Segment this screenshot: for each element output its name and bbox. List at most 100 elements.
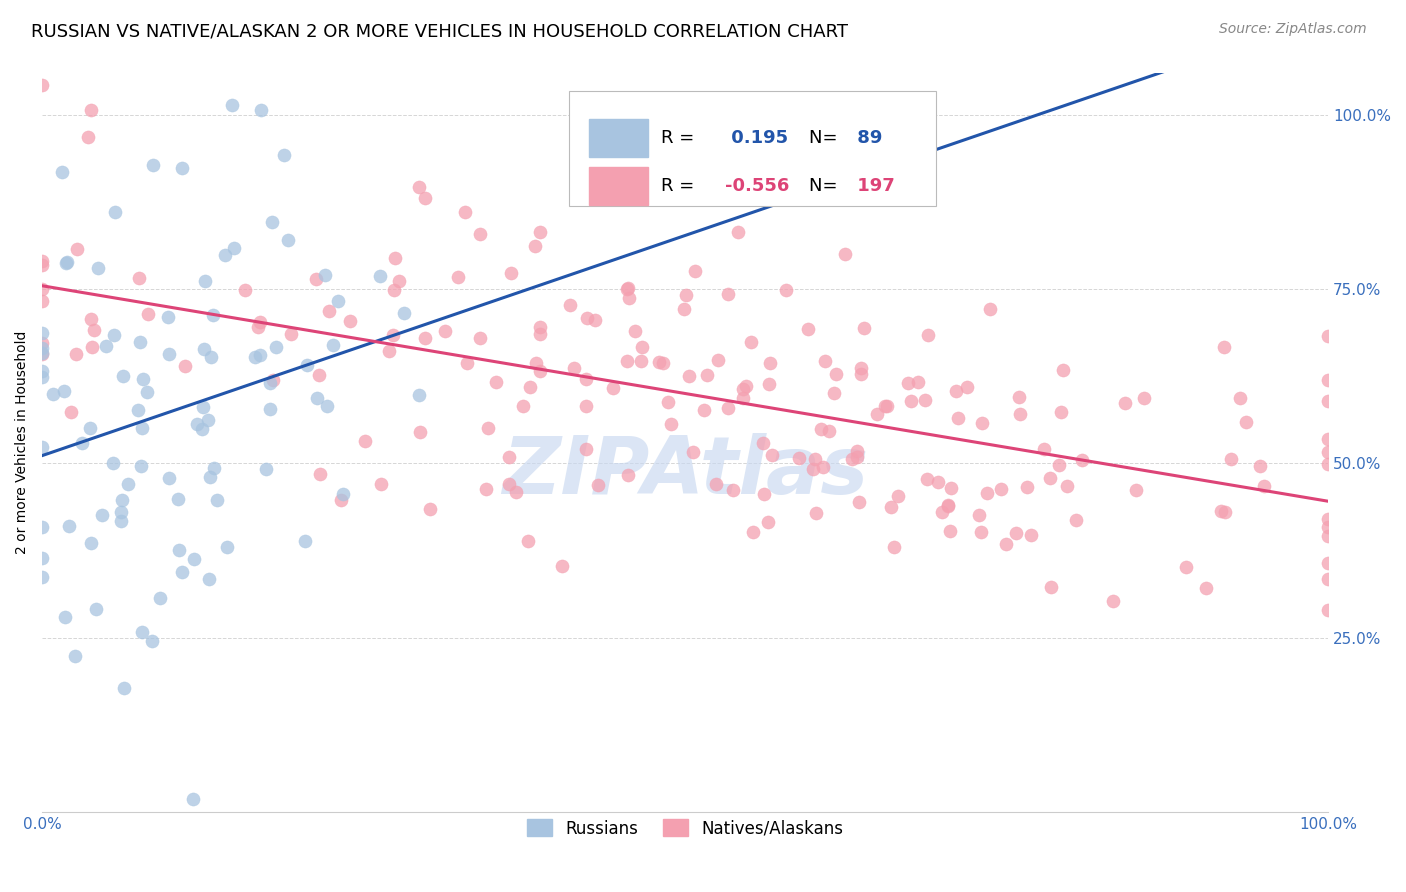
Text: -0.556: -0.556	[725, 178, 789, 195]
Point	[198, 572, 221, 586]
Point	[1317, 328, 1340, 343]
Text: R =: R =	[661, 178, 700, 195]
Point	[413, 330, 436, 344]
Point	[456, 356, 478, 370]
Point	[233, 283, 256, 297]
Point	[875, 399, 897, 413]
Point	[1317, 520, 1340, 534]
Point	[157, 470, 180, 484]
Point	[201, 308, 224, 322]
Point	[659, 417, 682, 432]
Point	[1317, 393, 1340, 408]
Point	[262, 215, 284, 229]
Point	[1317, 445, 1340, 459]
Point	[834, 246, 856, 260]
Point	[1220, 452, 1243, 467]
Point	[1056, 479, 1078, 493]
FancyBboxPatch shape	[589, 119, 648, 157]
Point	[939, 524, 962, 538]
Point	[205, 493, 228, 508]
Point	[474, 482, 496, 496]
Point	[31, 440, 53, 454]
Point	[519, 380, 541, 394]
Point	[246, 320, 269, 334]
Point	[221, 98, 243, 112]
Point	[110, 514, 132, 528]
Point	[967, 508, 990, 522]
Point	[810, 422, 832, 436]
Point	[1039, 470, 1062, 484]
Y-axis label: 2 or more Vehicles in Household: 2 or more Vehicles in Household	[15, 331, 30, 554]
Point	[1212, 340, 1234, 354]
Point	[941, 481, 963, 495]
Point	[259, 402, 281, 417]
Point	[339, 314, 361, 328]
Point	[1040, 581, 1063, 595]
Point	[368, 268, 391, 283]
Text: N=: N=	[808, 129, 842, 147]
Point	[896, 376, 918, 390]
Point	[384, 251, 406, 265]
Point	[136, 384, 159, 399]
Point	[194, 274, 217, 288]
Point	[512, 399, 534, 413]
Point	[1253, 479, 1275, 493]
Point	[131, 624, 153, 639]
Point	[845, 450, 868, 464]
FancyBboxPatch shape	[589, 167, 648, 205]
Point	[931, 505, 953, 519]
Point	[756, 515, 779, 529]
Point	[734, 379, 756, 393]
Point	[754, 486, 776, 500]
Point	[103, 456, 125, 470]
Point	[1236, 415, 1258, 429]
Point	[575, 442, 598, 457]
Point	[602, 381, 624, 395]
Point	[914, 393, 936, 408]
Point	[72, 435, 94, 450]
Point	[183, 551, 205, 566]
Point	[142, 158, 165, 172]
Point	[388, 274, 411, 288]
Point	[378, 344, 401, 359]
Point	[381, 328, 404, 343]
Point	[259, 376, 281, 390]
Point	[42, 386, 65, 401]
Point	[883, 540, 905, 554]
Point	[370, 477, 392, 491]
Point	[841, 452, 863, 467]
Point	[408, 388, 430, 402]
Point	[945, 384, 967, 398]
Point	[131, 421, 153, 435]
Point	[823, 385, 845, 400]
Point	[419, 502, 441, 516]
Point	[575, 372, 598, 386]
Point	[83, 323, 105, 337]
Text: N=: N=	[808, 178, 842, 195]
Point	[204, 461, 226, 475]
Point	[167, 543, 190, 558]
Point	[90, 508, 112, 523]
Point	[280, 327, 302, 342]
Point	[309, 467, 332, 482]
Point	[517, 534, 540, 549]
Point	[80, 103, 103, 118]
Point	[995, 536, 1018, 550]
Point	[558, 298, 581, 312]
Point	[1071, 452, 1094, 467]
Point	[31, 326, 53, 341]
Point	[264, 340, 287, 354]
Point	[1101, 594, 1123, 608]
Point	[1008, 391, 1031, 405]
Point	[31, 364, 53, 378]
Point	[586, 477, 609, 491]
Point	[731, 382, 754, 396]
Point	[141, 633, 163, 648]
Point	[505, 485, 527, 500]
Point	[1195, 581, 1218, 595]
Point	[87, 261, 110, 276]
Point	[31, 370, 53, 384]
Point	[927, 475, 949, 490]
Point	[273, 148, 295, 162]
Point	[1211, 504, 1233, 518]
